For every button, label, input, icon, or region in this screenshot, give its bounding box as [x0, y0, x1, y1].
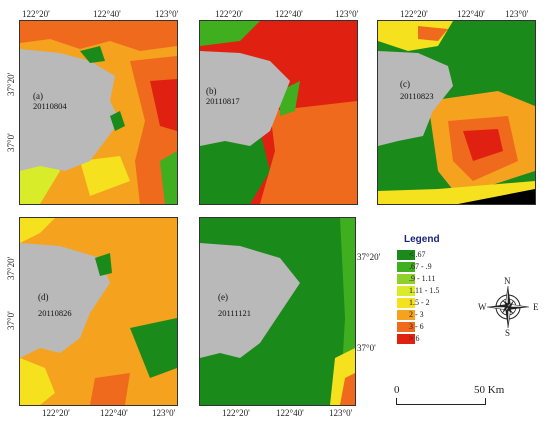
panel-a-date: 20110804: [33, 101, 67, 111]
top-lon-label-1: 122°20': [22, 9, 50, 19]
legend-swatch: [397, 262, 415, 272]
map-panel-a: (a) 20110804: [19, 20, 178, 205]
left-lat-label-3: 37°20': [6, 256, 16, 280]
compass-e: E: [533, 302, 539, 312]
legend-swatch: [397, 250, 415, 260]
map-panel-d: (d) 20110826: [19, 217, 178, 406]
legend-label: 1.5 - 2: [409, 298, 430, 307]
legend-label: 2 - 3: [409, 310, 424, 319]
map-panel-e: (e) 20111121: [199, 217, 356, 406]
panel-e-date: 20111121: [218, 308, 252, 318]
scale-bar: [396, 398, 486, 405]
right-lat-label-2: 37°0': [357, 343, 376, 353]
map-panel-c: (c) 20110823: [377, 20, 536, 205]
compass-rose-icon: [478, 276, 538, 338]
panel-d-letter: (d): [38, 292, 49, 302]
bottom-lon-label-1: 122°20': [42, 408, 70, 418]
top-lon-label-3: 123°0': [155, 9, 179, 19]
scale-bar-start: 0: [394, 384, 400, 396]
top-lon-label-8: 122°40': [457, 9, 485, 19]
legend-label: 1.11 - 1.5: [409, 286, 440, 295]
scale-bar-end: 50 Km: [474, 384, 505, 396]
bottom-lon-label-2: 122°40': [100, 408, 128, 418]
legend-swatch: [397, 286, 415, 296]
bottom-lon-label-6: 123°0': [329, 408, 353, 418]
panel-a-letter: (a): [33, 91, 43, 101]
legend-label: 3 - 6: [409, 322, 424, 331]
panel-b-letter: (b): [206, 86, 217, 96]
top-lon-label-2: 122°40': [93, 9, 121, 19]
panel-c-letter: (c): [400, 79, 410, 89]
top-lon-label-4: 122°20': [215, 9, 243, 19]
legend-label: .67 - .9: [409, 262, 432, 271]
left-lat-label-2: 37°0': [6, 133, 16, 152]
panel-c-date: 20110823: [400, 91, 434, 101]
legend-label: > 6: [409, 334, 420, 343]
panel-d-date: 20110826: [38, 308, 72, 318]
legend-label: < .67: [409, 250, 426, 259]
legend-title: Legend: [404, 234, 440, 245]
legend-swatch: [397, 322, 415, 332]
legend-label: .9 - 1.11: [409, 274, 436, 283]
bottom-lon-label-5: 122°40': [276, 408, 304, 418]
top-lon-label-5: 122°40': [275, 9, 303, 19]
left-lat-label-1: 37°20': [6, 72, 16, 96]
panel-e-letter: (e): [218, 292, 228, 302]
map-panel-b: (b) 20110817: [199, 20, 358, 205]
compass-n: N: [504, 276, 511, 286]
compass-s: S: [505, 328, 511, 338]
compass-w: W: [478, 302, 487, 312]
top-lon-label-9: 123°0': [505, 9, 529, 19]
legend-swatch: [397, 274, 415, 284]
bottom-lon-label-3: 123°0': [152, 408, 176, 418]
left-lat-label-4: 37°0': [6, 311, 16, 330]
bottom-lon-label-4: 122°20': [222, 408, 250, 418]
top-lon-label-6: 123°0': [335, 9, 359, 19]
legend-swatch: [397, 298, 415, 308]
legend-swatch: [397, 310, 415, 320]
top-lon-label-7: 122°20': [400, 9, 428, 19]
legend-swatch: [397, 334, 415, 344]
panel-b-date: 20110817: [206, 96, 240, 106]
right-lat-label-1: 37°20': [357, 252, 381, 262]
